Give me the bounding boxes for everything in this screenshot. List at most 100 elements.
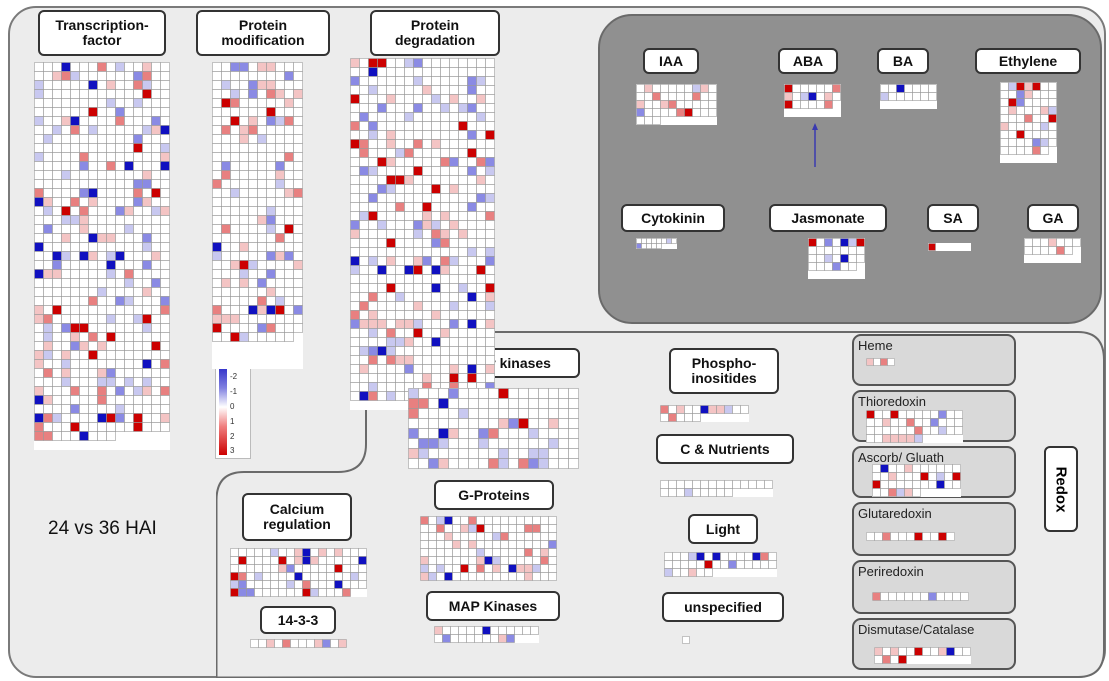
heatmap-cell bbox=[34, 377, 44, 387]
heatmap-cell bbox=[61, 80, 71, 90]
heatmap-cell bbox=[440, 355, 450, 365]
heatmap-cell bbox=[528, 408, 539, 419]
heatmap-cell bbox=[377, 94, 387, 104]
heatmap-cell bbox=[97, 134, 107, 144]
heatmap-cell bbox=[52, 413, 62, 423]
heatmap-cell bbox=[133, 377, 143, 387]
heatmap-cell bbox=[79, 80, 89, 90]
heatmap-cell bbox=[928, 464, 937, 473]
heatmap-cell bbox=[880, 358, 888, 366]
heatmap-cell bbox=[431, 121, 441, 131]
heatmap-cell bbox=[97, 179, 107, 189]
heatmap-cell bbox=[70, 116, 80, 126]
heatmap-cell bbox=[221, 152, 231, 162]
heatmap-cell bbox=[368, 148, 378, 158]
heatmap-cell bbox=[254, 572, 263, 581]
heatmap-cell bbox=[377, 85, 387, 95]
heatmap-cell bbox=[752, 560, 761, 569]
heatmap-cell bbox=[532, 532, 541, 541]
heatmap-cell bbox=[476, 283, 486, 293]
heatmap-cell bbox=[230, 564, 239, 573]
heatmap-cell bbox=[467, 292, 477, 302]
heatmap-cell bbox=[248, 71, 258, 81]
heatmap-cell bbox=[34, 431, 44, 441]
heatmap-cell bbox=[800, 100, 809, 109]
heatmap-cell bbox=[294, 548, 303, 557]
heatmap-cell bbox=[275, 287, 285, 297]
heatmap-cell bbox=[79, 296, 89, 306]
heatmap-cell bbox=[422, 274, 432, 284]
heatmap-cell bbox=[61, 197, 71, 207]
heatmap-cell bbox=[34, 107, 44, 117]
heatmap-cell bbox=[458, 408, 469, 419]
heatmap-cell bbox=[524, 532, 533, 541]
heatmap-cell bbox=[52, 125, 62, 135]
heatmap-cell bbox=[115, 143, 125, 153]
heatmap-cell bbox=[290, 639, 299, 648]
heatmap-cell bbox=[293, 125, 303, 135]
heatmap-cell bbox=[708, 92, 717, 101]
heatmap-cell bbox=[488, 408, 499, 419]
heatmap-cell bbox=[524, 564, 533, 573]
heatmap-cell bbox=[1064, 238, 1073, 247]
heatmap-cell bbox=[230, 305, 240, 315]
heatmap-cell bbox=[548, 516, 557, 525]
heatmap-cell bbox=[914, 418, 923, 427]
heatmap-cell bbox=[97, 188, 107, 198]
heatmap-cell bbox=[254, 556, 263, 565]
heatmap-cell bbox=[1016, 90, 1025, 99]
heatmap-cell bbox=[528, 448, 539, 459]
heatmap-cell bbox=[97, 296, 107, 306]
heatmap-cell bbox=[266, 233, 276, 243]
heatmap-cell bbox=[422, 130, 432, 140]
heatmap-cell bbox=[476, 202, 486, 212]
heatmap-cell bbox=[284, 251, 294, 261]
heatmap-cell bbox=[34, 62, 44, 72]
heatmap-cell bbox=[440, 337, 450, 347]
heatmap-cell bbox=[160, 107, 170, 117]
heatmap-cell bbox=[133, 323, 143, 333]
heatmap-cell bbox=[476, 58, 486, 68]
heatmap-cell bbox=[500, 564, 509, 573]
heatmap-cell bbox=[664, 560, 673, 569]
heatmap-cell bbox=[293, 260, 303, 270]
heatmap-cell bbox=[458, 448, 469, 459]
heatmap-cell bbox=[944, 592, 953, 601]
heatmap-cell bbox=[1024, 114, 1033, 123]
heatmap-cell bbox=[492, 532, 501, 541]
heatmap-cell bbox=[1072, 238, 1081, 247]
heatmap-cell bbox=[115, 332, 125, 342]
heatmap-cell bbox=[458, 193, 468, 203]
heatmap-cell bbox=[404, 337, 414, 347]
heatmap-cell bbox=[386, 346, 396, 356]
heatmap-cell bbox=[660, 100, 669, 109]
heatmap-cell bbox=[395, 256, 405, 266]
heatmap-cell bbox=[704, 568, 713, 577]
heatmap-cell bbox=[684, 413, 693, 422]
heatmap-cell bbox=[142, 395, 152, 405]
heatmap-cell bbox=[906, 434, 915, 443]
heatmap-cell bbox=[386, 391, 396, 401]
heatmap-cell bbox=[538, 388, 549, 399]
heatmap-cell bbox=[212, 287, 222, 297]
heatmap-cell bbox=[428, 418, 439, 429]
heatmap-cell bbox=[246, 572, 255, 581]
heatmap-cell bbox=[914, 426, 923, 435]
heatmap-cell bbox=[34, 260, 44, 270]
heatmap-cell bbox=[115, 116, 125, 126]
heatmap-cell bbox=[395, 67, 405, 77]
heatmap-cell bbox=[422, 220, 432, 230]
heatmap-cell bbox=[106, 278, 116, 288]
heatmap-cell bbox=[866, 532, 875, 541]
heatmap-cell bbox=[248, 152, 258, 162]
heatmap-cell bbox=[43, 278, 53, 288]
heatmap-cell bbox=[1000, 82, 1009, 91]
heatmap-cell bbox=[350, 265, 360, 275]
heatmap-cell bbox=[440, 121, 450, 131]
heatmap-cell bbox=[413, 193, 423, 203]
heatmap-cell bbox=[532, 548, 541, 557]
label-iaa: IAA bbox=[643, 48, 699, 74]
heatmap-cell bbox=[61, 179, 71, 189]
heatmap-cell bbox=[275, 215, 285, 225]
heatmap-cell bbox=[1000, 138, 1009, 147]
